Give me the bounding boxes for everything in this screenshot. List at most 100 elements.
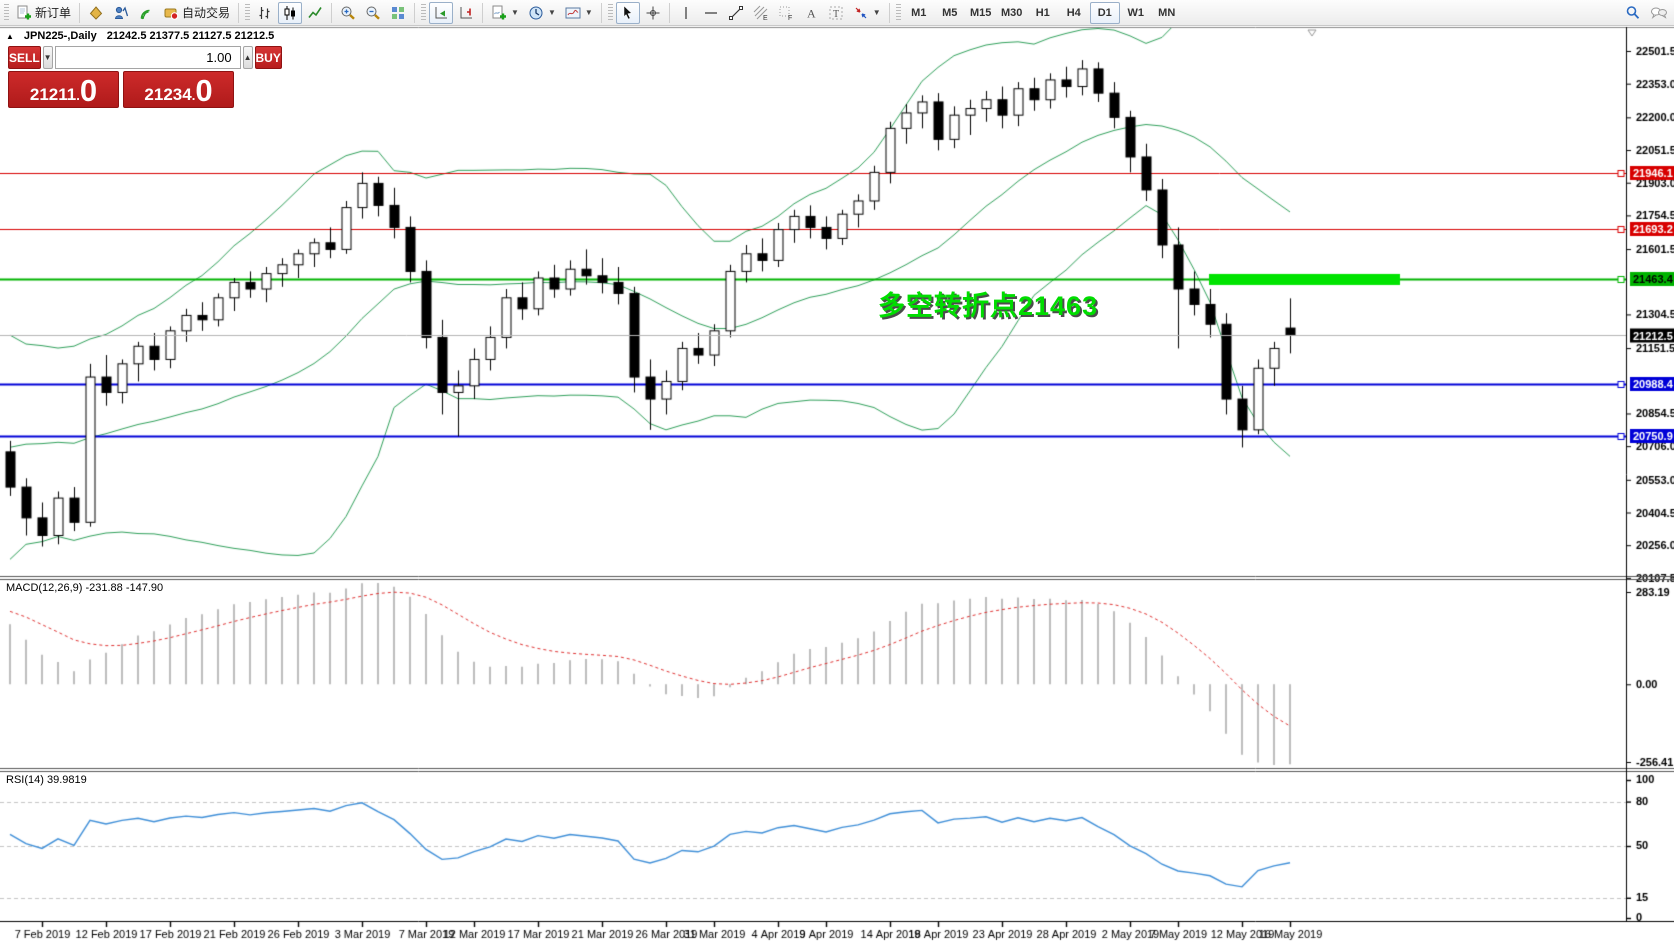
timeframe-h4-button[interactable]: H4 — [1066, 6, 1081, 19]
new-order-label: 新订单 — [35, 6, 72, 20]
cursor-button[interactable] — [615, 1, 640, 24]
timeframe-w1-button[interactable]: W1 — [1127, 6, 1144, 19]
buy-price-dec: . — [191, 87, 196, 103]
chart-shift-button[interactable] — [429, 1, 454, 24]
new-order-icon — [16, 5, 32, 21]
buy-price-big: 0 — [195, 72, 213, 108]
sell-price-big: 0 — [79, 72, 98, 108]
zoom-out-icon — [365, 5, 381, 21]
sell-price-box[interactable]: 21211. 0 — [8, 71, 119, 108]
toolbar-separator — [888, 2, 890, 23]
toolbar-drag-handle[interactable] — [607, 3, 613, 22]
volume-input[interactable] — [54, 46, 241, 69]
toolbar-separator — [600, 2, 602, 23]
sell-price-main: 21211 — [29, 84, 77, 104]
chart-autoscroll-button[interactable] — [454, 2, 478, 24]
chat-icon — [1650, 5, 1668, 21]
text-label-icon: T — [828, 5, 844, 21]
toolbar-separator — [668, 2, 670, 23]
trend-line-icon — [728, 5, 744, 21]
market-watch-icon — [113, 5, 129, 21]
chart-canvas[interactable] — [0, 26, 1674, 946]
gold-marker-icon — [88, 5, 104, 21]
chat-button[interactable] — [1646, 2, 1672, 24]
chevron-down-icon: ▼ — [872, 8, 881, 17]
buy-button[interactable]: BUY — [254, 46, 282, 69]
tile-windows-icon — [390, 5, 406, 21]
main-toolbar: 新订单 自动交易 ▼ ▼ ▼ E — [0, 0, 1674, 26]
cursor-icon — [620, 4, 636, 21]
text-icon: A — [803, 5, 819, 21]
grid-button[interactable]: F — [774, 2, 798, 24]
chart-annotation-text: 多空转折点21463 — [878, 291, 1099, 321]
auto-trading-icon — [163, 5, 179, 21]
svg-text:E: E — [763, 15, 768, 21]
fibonacci-button[interactable]: E — [749, 2, 773, 24]
line-chart-icon — [307, 5, 323, 21]
gold-marker-button[interactable] — [84, 2, 108, 24]
buy-price-main: 21234 — [144, 84, 192, 104]
vertical-line-icon — [678, 5, 694, 21]
timeframe-m15-button[interactable]: M15 — [970, 6, 992, 19]
tile-windows-button[interactable] — [386, 2, 410, 24]
candle-chart-button[interactable] — [278, 1, 303, 24]
bar-chart-icon — [257, 5, 273, 21]
toolbar-separator — [331, 2, 333, 23]
horizontal-line-button[interactable] — [699, 2, 723, 24]
vertical-line-button[interactable] — [674, 2, 698, 24]
grid-icon: F — [778, 5, 794, 21]
add-indicator-icon — [491, 5, 507, 21]
timeframe-d1-button[interactable]: D1 — [1089, 1, 1120, 24]
toolbar-drag-handle[interactable] — [895, 3, 901, 22]
sell-price-dec: . — [76, 87, 80, 103]
arrows-button[interactable]: ▼ — [849, 2, 885, 24]
trend-line-button[interactable] — [724, 2, 748, 24]
toolbar-drag-handle[interactable] — [245, 3, 251, 22]
zoom-in-icon — [340, 5, 356, 21]
svg-text:F: F — [788, 15, 792, 21]
auto-trading-label: 自动交易 — [182, 6, 231, 20]
chart-autoscroll-icon — [458, 5, 474, 21]
toolbar-separator — [79, 2, 81, 23]
timeframe-m1-button[interactable]: M1 — [911, 6, 927, 19]
new-order-button[interactable]: 新订单 — [12, 2, 75, 24]
auto-trading-button[interactable]: 自动交易 — [159, 2, 234, 24]
buy-price-box[interactable]: 21234. 0 — [123, 71, 234, 108]
volume-increase-button[interactable]: ▲ — [242, 46, 253, 69]
market-watch-button[interactable] — [109, 2, 133, 24]
sell-button[interactable]: SELL — [8, 46, 41, 69]
add-indicator-button[interactable]: ▼ — [487, 2, 523, 24]
toolbar-separator — [414, 2, 416, 23]
zoom-in-button[interactable] — [336, 2, 360, 24]
chart-title: ▲ JPN225-,Daily 21242.5 21377.5 21127.5 … — [6, 30, 274, 42]
macd-indicator-label: MACD(12,26,9) -231.88 -147.90 — [6, 582, 164, 594]
signal-icon — [138, 5, 154, 21]
chart-shift-icon — [433, 5, 449, 21]
timeframe-m5-button[interactable]: M5 — [942, 6, 958, 19]
one-click-trade-panel: SELL ▼ ▲ BUY 21211.0 21234.0 — [8, 46, 282, 108]
chart-template-icon — [565, 5, 581, 21]
volume-decrease-button[interactable]: ▼ — [42, 46, 53, 69]
toolbar-drag-handle[interactable] — [421, 3, 427, 22]
timeframe-h1-button[interactable]: H1 — [1035, 6, 1050, 19]
periods-button[interactable]: ▼ — [524, 2, 560, 24]
timeframe-mn-button[interactable]: MN — [1158, 6, 1176, 19]
line-chart-button[interactable] — [303, 2, 327, 24]
candle-chart-icon — [282, 5, 298, 21]
crosshair-button[interactable] — [641, 2, 665, 24]
svg-text:T: T — [833, 9, 839, 20]
timeframe-m30-button[interactable]: M30 — [1001, 6, 1023, 19]
toolbar-drag-handle[interactable] — [4, 3, 9, 22]
template-button[interactable]: ▼ — [561, 2, 597, 24]
signal-button[interactable] — [134, 2, 158, 24]
arrows-icon — [853, 5, 869, 21]
bar-chart-button[interactable] — [253, 2, 277, 24]
collapse-triangle-icon[interactable]: ▲ — [6, 31, 14, 41]
zoom-out-button[interactable] — [361, 2, 385, 24]
search-icon — [1625, 5, 1641, 21]
text-button[interactable]: A — [799, 2, 823, 24]
text-label-button[interactable]: T — [824, 2, 848, 24]
search-button[interactable] — [1621, 2, 1645, 24]
symbol-period-label: JPN225-,Daily — [23, 30, 97, 42]
periods-clock-icon — [528, 5, 544, 21]
